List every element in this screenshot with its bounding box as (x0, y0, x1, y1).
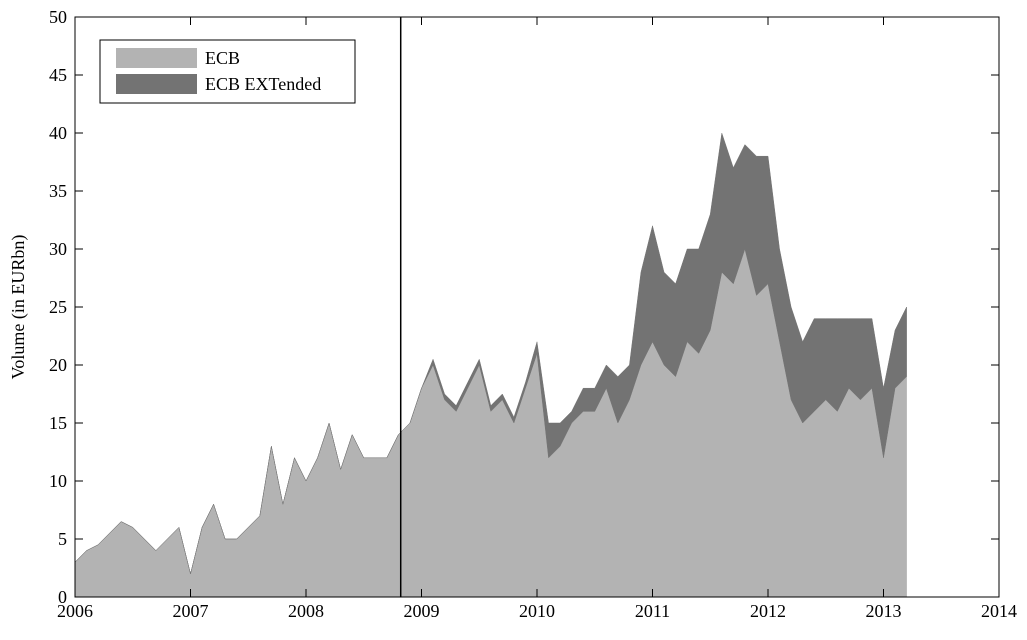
legend-label: ECB (205, 48, 240, 68)
x-tick-label: 2011 (635, 601, 670, 621)
y-axis-label: Volume (in EURbn) (8, 235, 29, 380)
y-tick-label: 15 (49, 413, 67, 433)
area (74, 132, 907, 574)
x-tick-label: 2013 (866, 601, 902, 621)
legend-swatch (116, 48, 197, 68)
y-tick-label: 50 (49, 7, 67, 27)
x-tick-label: 2006 (57, 601, 93, 621)
y-tick-label: 10 (49, 471, 67, 491)
y-tick-label: 0 (58, 587, 67, 607)
y-tick-label: 20 (49, 355, 67, 375)
x-tick-label: 2012 (750, 601, 786, 621)
y-tick-label: 45 (49, 65, 67, 85)
y-tick-label: 30 (49, 239, 67, 259)
y-tick-label: 5 (58, 529, 67, 549)
y-tick-label: 40 (49, 123, 67, 143)
x-tick-label: 2014 (981, 601, 1017, 621)
x-tick-label: 2008 (288, 601, 324, 621)
x-tick-label: 2007 (173, 601, 209, 621)
legend-swatch (116, 74, 197, 94)
y-tick-label: 35 (49, 181, 67, 201)
legend-label: ECB EXTended (205, 74, 321, 94)
y-tick-label: 25 (49, 297, 67, 317)
x-tick-label: 2009 (404, 601, 440, 621)
x-tick-label: 2010 (519, 601, 555, 621)
